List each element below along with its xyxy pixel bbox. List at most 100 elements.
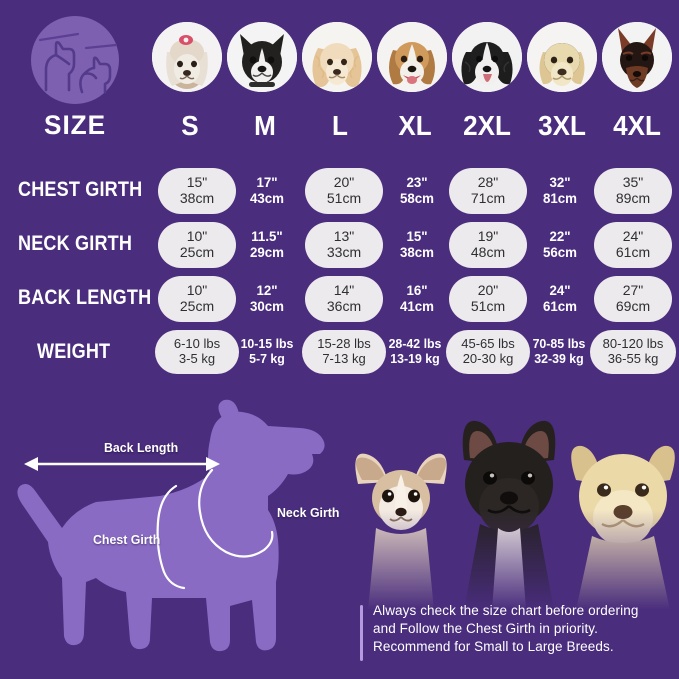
value-in: 10" <box>186 228 208 244</box>
cell-neck-s: 10" 25cm <box>158 222 236 269</box>
value-in: 15" <box>406 228 428 244</box>
size-header-3xl: 3XL <box>538 110 586 141</box>
size-header-xl: XL <box>398 110 432 141</box>
cell-weight-m: 10-15 lbs 5-7 kg <box>232 330 302 374</box>
value-cm: 43cm <box>249 189 285 206</box>
value-in: 24" <box>549 282 571 298</box>
value-lbs: 45-65 lbs <box>461 336 515 351</box>
value-in: 20" <box>333 174 355 190</box>
value-in: 13" <box>333 228 355 244</box>
cell-neck-l: 13" 33cm <box>305 222 383 269</box>
value-cm: 25cm <box>179 297 215 314</box>
value-in: 20" <box>477 282 499 298</box>
value-cm: 33cm <box>326 243 362 260</box>
cell-neck-3xl: 22" 56cm <box>532 222 589 268</box>
cell-back-l: 14" 36cm <box>305 276 383 323</box>
value-cm: 36cm <box>326 297 362 314</box>
cell-weight-l: 15-28 lbs 7-13 kg <box>302 330 386 375</box>
note-line-3: Recommend for Small to Large Breeds. <box>373 639 614 655</box>
french-bulldog-photo <box>462 420 556 610</box>
value-cm: 25cm <box>179 243 215 260</box>
value-in: 24" <box>622 228 644 244</box>
cell-chest-4xl: 35" 89cm <box>594 168 672 215</box>
cell-neck-xl: 15" 38cm <box>389 222 446 268</box>
cell-weight-xl: 28-42 lbs 13-19 kg <box>380 330 450 374</box>
note-text: Always check the size chart before order… <box>373 602 672 656</box>
cell-back-m: 12" 30cm <box>239 276 296 322</box>
value-cm: 71cm <box>470 189 506 206</box>
value-in: 14" <box>333 282 355 298</box>
value-lbs: 80-120 lbs <box>602 336 664 351</box>
breed-size-photo-group <box>340 388 679 610</box>
cell-back-3xl: 24" 61cm <box>532 276 589 322</box>
cell-back-4xl: 27" 69cm <box>594 276 672 323</box>
value-in: 22" <box>549 228 571 244</box>
value-kg: 5-7 kg <box>249 350 285 366</box>
value-cm: 30cm <box>249 297 285 314</box>
cell-chest-m: 17" 43cm <box>239 168 296 214</box>
size-table: SIZE S M L XL 2XL 3XL 4XL CHEST GIRTH 15… <box>0 110 679 388</box>
value-in: 15" <box>186 174 208 190</box>
chest-girth-label: Chest Girth <box>93 532 161 547</box>
value-cm: 69cm <box>615 297 651 314</box>
table-row-weight: WEIGHT 6-10 lbs 3-5 kg 10-15 lbs 5-7 kg 15… <box>0 330 679 380</box>
avatar-beagle <box>377 22 447 92</box>
value-cm: 61cm <box>615 243 651 260</box>
value-in: 27" <box>622 282 644 298</box>
size-chart-note: Always check the size chart before order… <box>360 602 672 661</box>
cell-chest-s: 15" 38cm <box>158 168 236 215</box>
value-kg: 13-19 kg <box>390 350 440 366</box>
value-kg: 20-30 kg <box>462 350 514 366</box>
value-lbs: 70-85 lbs <box>532 336 586 351</box>
value-cm: 29cm <box>249 243 285 260</box>
value-cm: 51cm <box>326 189 362 206</box>
value-in: 35" <box>622 174 644 190</box>
table-row-back-length: BACK LENGTH 10" 25cm 12" 30cm 14" 36cm 16" 4… <box>0 276 679 326</box>
value-in: 11.5" <box>251 228 283 244</box>
avatar-boston-terrier <box>227 22 297 92</box>
value-cm: 81cm <box>542 189 578 206</box>
value-in: 16" <box>406 282 428 298</box>
value-in: 19" <box>477 228 499 244</box>
table-header-row: SIZE S M L XL 2XL 3XL 4XL <box>0 110 679 156</box>
note-accent-bar <box>360 605 363 661</box>
value-cm: 41cm <box>399 297 435 314</box>
avatar-shih-tzu <box>152 22 222 92</box>
value-in: 32" <box>549 174 571 190</box>
value-cm: 56cm <box>542 243 578 260</box>
size-header-s: S <box>181 110 199 141</box>
size-header-m: M <box>254 110 276 141</box>
chest-girth-loop <box>156 484 186 590</box>
value-in: 12" <box>256 282 278 298</box>
cell-chest-3xl: 32" 81cm <box>532 168 589 214</box>
value-in: 17" <box>256 174 278 190</box>
labrador-photo <box>571 445 675 610</box>
value-kg: 32-39 kg <box>534 350 584 366</box>
cell-weight-4xl: 80-120 lbs 36-55 kg <box>590 330 676 375</box>
note-line-2: and Follow the Chest Girth in priority. <box>373 621 598 637</box>
arrow-head-right <box>206 457 220 471</box>
back-length-label: Back Length <box>104 440 179 455</box>
arrow-head-left <box>24 457 38 471</box>
avatar-cocker-spaniel <box>302 22 372 92</box>
avatar-doberman <box>602 22 672 92</box>
cell-back-s: 10" 25cm <box>158 276 236 323</box>
value-cm: 48cm <box>470 243 506 260</box>
cell-chest-xl: 23" 58cm <box>389 168 446 214</box>
cell-chest-2xl: 28" 71cm <box>449 168 527 215</box>
row-label-neck-girth: NECK GIRTH <box>18 232 133 255</box>
value-lbs: 15-28 lbs <box>317 336 371 351</box>
value-kg: 7-13 kg <box>322 350 366 366</box>
row-label-chest-girth: CHEST GIRTH <box>18 178 143 201</box>
dog-silhouette <box>17 399 325 652</box>
measurement-diagram: Back Length Neck Girth Chest Girth <box>0 392 352 679</box>
avatar-labrador-retriever <box>527 22 597 92</box>
row-label-weight: WEIGHT <box>37 340 111 363</box>
value-lbs: 6-10 lbs <box>173 336 221 351</box>
table-row-neck-girth: NECK GIRTH 10" 25cm 11.5" 29cm 13" 33cm 15"… <box>0 222 679 272</box>
cell-neck-2xl: 19" 48cm <box>449 222 527 269</box>
chihuahua-photo <box>355 453 447 610</box>
brand-logo <box>16 12 134 108</box>
value-in: 10" <box>186 282 208 298</box>
